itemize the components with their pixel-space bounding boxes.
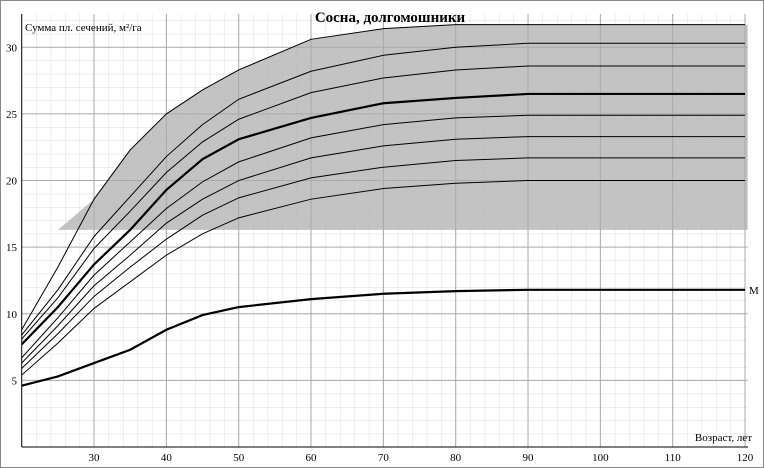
y-tick-label: 5 (12, 375, 18, 387)
x-tick-label: 40 (161, 452, 173, 464)
curve (21, 24, 745, 331)
y-tick-label: 30 (6, 42, 18, 54)
chart-title: Сосна, долгомошники (315, 10, 466, 26)
x-tick-label: 60 (306, 452, 318, 464)
curve (21, 180, 745, 376)
shaded-region (21, 24, 748, 230)
plot-area (21, 14, 748, 447)
curve (21, 157, 745, 369)
curve (21, 65, 745, 340)
x-tick-label: 80 (450, 452, 462, 464)
y-tick-label: 25 (6, 109, 18, 121)
x-tick-label: 30 (89, 452, 101, 464)
y-axis-label: Сумма пл. сечений, м²/га (25, 22, 142, 34)
curve (21, 42, 745, 336)
x-tick-label: 100 (592, 452, 609, 464)
curve (21, 136, 745, 364)
x-tick-label: 120 (737, 452, 754, 464)
x-tick-label: 110 (665, 452, 682, 464)
curve (21, 114, 745, 359)
curve-label: M (749, 285, 759, 297)
y-tick-label: 15 (6, 242, 18, 254)
x-tick-label: 90 (523, 452, 535, 464)
x-tick-label: 70 (378, 452, 390, 464)
curve (21, 288, 745, 387)
curve (21, 92, 745, 346)
y-tick-label: 20 (6, 176, 18, 188)
x-tick-label: 50 (233, 452, 245, 464)
x-axis-label: Возраст, лет (695, 432, 752, 444)
y-tick-label: 10 (6, 309, 18, 321)
